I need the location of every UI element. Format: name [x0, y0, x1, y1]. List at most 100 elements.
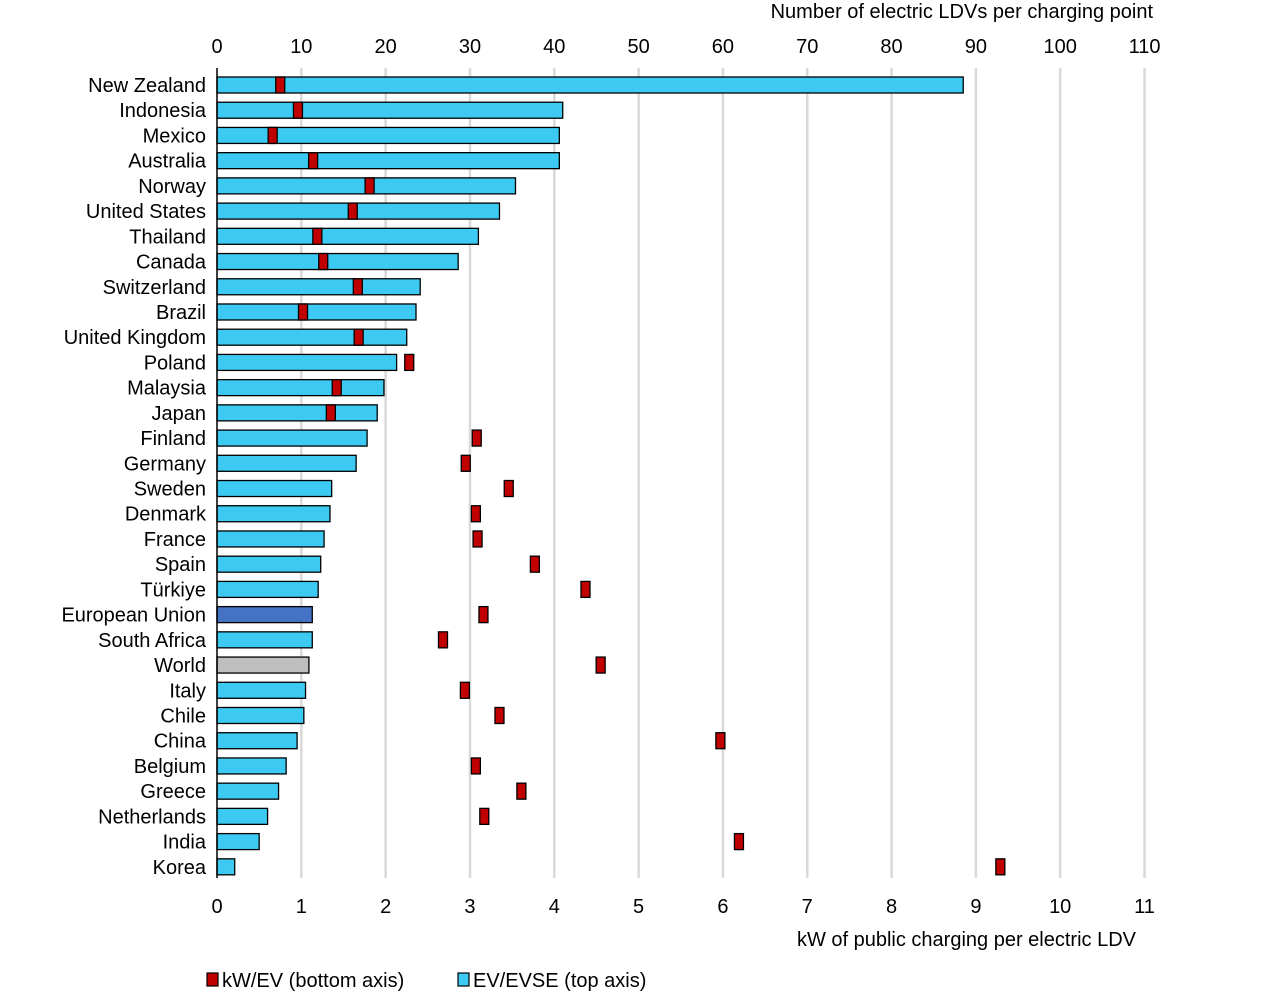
- category-label: Poland: [144, 352, 206, 374]
- category-label: South Africa: [98, 630, 207, 652]
- category-label: Denmark: [125, 504, 207, 526]
- legend-label: kW/EV (bottom axis): [222, 970, 404, 992]
- kw-per-ev-marker: [275, 76, 286, 94]
- kw-per-ev-marker: [580, 580, 591, 599]
- ev-per-evse-bar: [216, 303, 417, 321]
- bottom-axis-tick-label: 2: [380, 896, 391, 918]
- bottom-axis-tick-label: 3: [464, 896, 475, 918]
- category-label: United Kingdom: [64, 327, 206, 349]
- kw-per-ev-marker: [478, 605, 489, 624]
- top-axis-tick-label: 20: [375, 36, 397, 58]
- category-label: Mexico: [143, 125, 206, 147]
- kw-per-ev-marker: [292, 101, 304, 119]
- ev-per-evse-bar: [216, 732, 298, 750]
- bottom-axis-tick-label: 0: [211, 896, 222, 918]
- ev-per-evse-bar: [216, 832, 260, 851]
- category-label: Switzerland: [103, 277, 206, 299]
- category-label: Chile: [160, 706, 206, 728]
- bottom-axis-tick-label: 11: [1134, 896, 1155, 918]
- category-label: Korea: [153, 857, 207, 879]
- ev-per-evse-bar: [216, 278, 421, 296]
- legend-label: EV/EVSE (top axis): [473, 970, 646, 992]
- category-label: Türkiye: [140, 579, 206, 601]
- category-label: New Zealand: [88, 75, 206, 97]
- kw-per-ev-marker: [995, 858, 1006, 876]
- legend-swatch-kw-per-ev: [206, 972, 219, 987]
- ev-per-evse-bar: [216, 681, 307, 699]
- kw-per-ev-marker: [503, 479, 514, 498]
- bottom-axis-tick-label: 1: [296, 896, 307, 918]
- category-label: Spain: [155, 554, 206, 576]
- top-axis-tick-label: 10: [290, 36, 312, 58]
- kw-per-ev-marker: [471, 429, 482, 447]
- ev-per-evse-bar: [216, 328, 408, 346]
- ev-per-evse-bar: [216, 252, 459, 271]
- kw-per-ev-marker: [353, 328, 364, 346]
- ev-per-evse-bar: [216, 706, 305, 725]
- kw-per-ev-marker: [733, 832, 745, 851]
- kw-per-ev-marker: [347, 202, 358, 220]
- category-label: Japan: [152, 403, 207, 425]
- kw-per-ev-marker: [460, 454, 471, 472]
- ev-per-evse-bar: [216, 152, 560, 170]
- bottom-axis-title: kW of public charging per electric LDV: [797, 929, 1137, 951]
- category-label: Malaysia: [127, 378, 207, 400]
- category-label: China: [154, 731, 207, 753]
- ev-per-evse-bar: [216, 858, 236, 876]
- bottom-axis-tick-label: 10: [1049, 896, 1071, 918]
- kw-per-ev-marker: [472, 530, 483, 548]
- top-axis-tick-label: 50: [627, 36, 649, 58]
- ev-per-evse-bar: [216, 429, 368, 447]
- category-labels: New Zealand Indonesia Mexico Australia Norwa…: [61, 75, 207, 879]
- ev-per-evse-bar: [216, 404, 378, 422]
- top-axis-tick-label: 100: [1044, 36, 1077, 58]
- bottom-axis-tick-label: 4: [549, 896, 560, 918]
- ev-per-evse-bar: [216, 479, 333, 498]
- bottom-axis-tick-label: 5: [633, 896, 644, 918]
- kw-per-ev-marker: [331, 378, 342, 397]
- category-label: Canada: [136, 252, 207, 274]
- kw-per-ev-marker: [352, 278, 363, 296]
- kw-per-ev-marker: [437, 631, 449, 649]
- top-axis-tick-label: 0: [211, 36, 222, 58]
- kw-per-ev-marker: [364, 177, 375, 195]
- kw-per-ev-marker: [459, 681, 471, 699]
- kw-per-ev-marker: [404, 353, 415, 372]
- kw-per-ev-marker: [325, 404, 336, 422]
- category-label: Finland: [140, 428, 206, 450]
- ev-per-evse-bar: [216, 555, 322, 573]
- kw-per-ev-marker: [312, 227, 323, 245]
- ev-per-evse-bar: [216, 505, 331, 523]
- kw-per-ev-marker: [595, 656, 606, 674]
- category-label: Belgium: [134, 756, 206, 778]
- category-label: France: [144, 529, 206, 551]
- top-axis-tick-label: 30: [459, 36, 481, 58]
- category-label: Greece: [140, 781, 206, 803]
- kw-per-ev-marker: [297, 303, 309, 321]
- category-label: India: [163, 832, 207, 854]
- kw-per-ev-marker: [529, 555, 541, 573]
- kw-per-ev-marker: [470, 757, 482, 775]
- top-axis-tick-label: 110: [1129, 36, 1161, 58]
- kw-per-ev-markers: [267, 76, 1006, 876]
- category-label: Norway: [138, 176, 206, 198]
- top-axis-tick-label: 90: [965, 36, 987, 58]
- ev-per-evse-bar: [216, 656, 310, 674]
- top-axis-tick-label: 70: [796, 36, 818, 58]
- ev-per-evse-bar: [216, 454, 357, 472]
- category-label: European Union: [61, 605, 206, 627]
- top-axis-tick-label: 80: [880, 36, 902, 58]
- kw-per-ev-marker: [494, 706, 505, 725]
- ev-per-evse-bar: [216, 353, 398, 372]
- kw-per-ev-marker: [307, 152, 319, 170]
- ev-per-evse-bar: [216, 580, 319, 599]
- ev-per-evse-bar: [216, 631, 313, 649]
- category-label: Sweden: [134, 479, 206, 501]
- category-label: Netherlands: [98, 806, 206, 828]
- kw-per-ev-marker: [715, 732, 726, 750]
- bottom-axis-tick-label: 9: [970, 896, 981, 918]
- bottom-axis-tick-label: 7: [802, 896, 813, 918]
- category-label: United States: [86, 201, 206, 223]
